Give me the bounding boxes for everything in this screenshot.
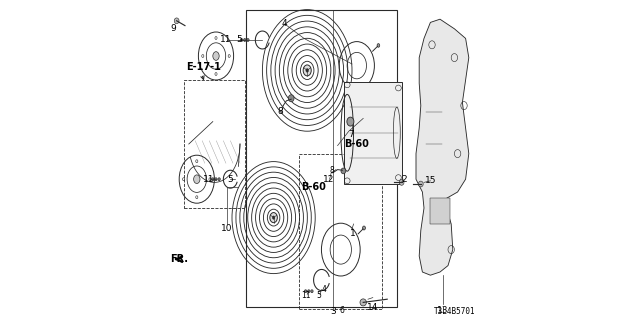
Text: 1: 1 bbox=[350, 229, 355, 238]
Text: 2: 2 bbox=[401, 175, 407, 184]
Ellipse shape bbox=[347, 117, 354, 126]
Text: 13: 13 bbox=[438, 306, 449, 315]
Text: 4: 4 bbox=[282, 20, 287, 28]
Ellipse shape bbox=[174, 18, 179, 24]
Ellipse shape bbox=[270, 212, 277, 223]
Ellipse shape bbox=[194, 175, 200, 183]
Ellipse shape bbox=[362, 226, 365, 230]
Text: 15: 15 bbox=[426, 176, 436, 185]
Text: 5: 5 bbox=[227, 175, 232, 184]
Ellipse shape bbox=[303, 65, 311, 76]
Text: 3: 3 bbox=[330, 308, 335, 316]
Ellipse shape bbox=[273, 216, 275, 219]
Bar bbox=[344, 82, 402, 184]
Text: 11: 11 bbox=[301, 292, 310, 300]
Ellipse shape bbox=[377, 44, 380, 47]
Ellipse shape bbox=[360, 299, 367, 306]
Ellipse shape bbox=[419, 181, 423, 187]
Ellipse shape bbox=[341, 168, 346, 174]
Text: 8: 8 bbox=[277, 108, 283, 116]
Text: 11: 11 bbox=[220, 36, 231, 44]
Text: 12: 12 bbox=[323, 175, 334, 184]
Bar bbox=[300, 154, 383, 309]
Text: E-17-1: E-17-1 bbox=[187, 62, 221, 72]
Text: 14: 14 bbox=[367, 303, 378, 312]
Text: 6: 6 bbox=[339, 306, 344, 315]
Text: 7: 7 bbox=[349, 130, 354, 139]
Ellipse shape bbox=[213, 52, 219, 60]
Ellipse shape bbox=[399, 180, 404, 185]
Text: B-60: B-60 bbox=[344, 139, 369, 149]
Ellipse shape bbox=[288, 95, 294, 102]
Text: T3L4B5701: T3L4B5701 bbox=[433, 308, 475, 316]
Text: B-60: B-60 bbox=[301, 182, 326, 192]
Text: 4: 4 bbox=[321, 285, 326, 294]
Text: 10: 10 bbox=[221, 224, 233, 233]
Bar bbox=[184, 80, 245, 208]
Text: 5: 5 bbox=[317, 292, 321, 300]
Text: 9: 9 bbox=[171, 24, 176, 33]
Text: 8: 8 bbox=[330, 166, 335, 175]
Text: 5: 5 bbox=[237, 36, 242, 44]
Ellipse shape bbox=[306, 68, 308, 72]
Text: 11: 11 bbox=[203, 175, 214, 184]
Bar bbox=[246, 10, 397, 307]
Text: FR.: FR. bbox=[170, 254, 188, 264]
Polygon shape bbox=[416, 19, 468, 275]
Bar bbox=[430, 198, 450, 224]
